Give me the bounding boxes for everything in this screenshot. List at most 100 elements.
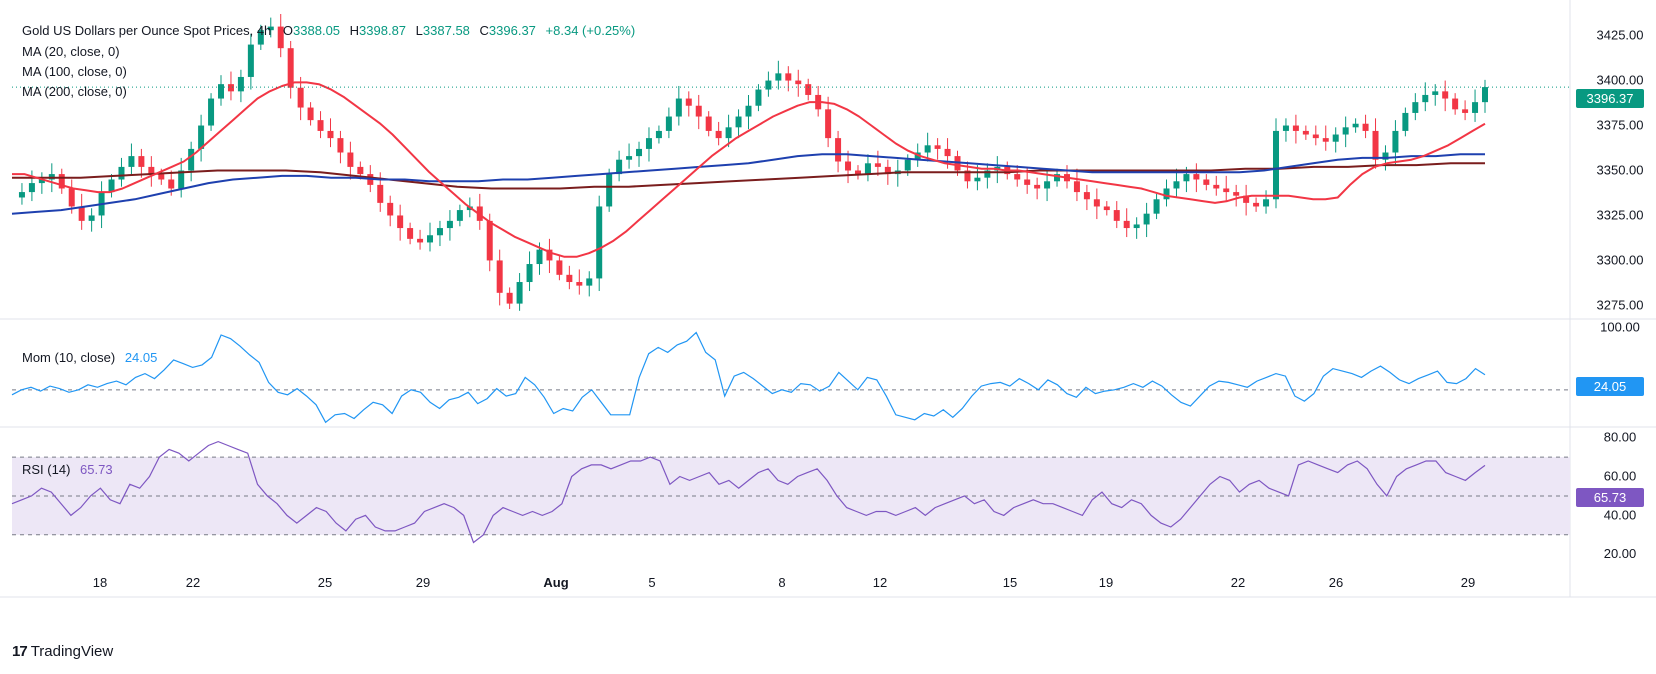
candle-body (655, 130, 662, 139)
candle-body (874, 163, 881, 167)
close-label: C (479, 23, 489, 38)
candle-body (516, 282, 523, 304)
candle-body (108, 179, 115, 193)
candle-body (964, 170, 971, 182)
candle-body (1462, 109, 1469, 113)
candle-body (1332, 134, 1339, 142)
candle-body (1452, 98, 1459, 110)
candle-body (1093, 199, 1100, 207)
candle-body (158, 174, 165, 180)
rsi-line (11, 440, 1486, 544)
high-label: H (349, 23, 360, 38)
low-label: L (415, 23, 423, 38)
candle-body (616, 159, 623, 175)
candle-body (1292, 125, 1299, 131)
candle-body (496, 260, 503, 293)
ma200-line (12, 162, 1485, 190)
candle-body (944, 148, 951, 157)
tradingview-brand[interactable]: 17 TradingView (12, 643, 113, 660)
candle-body (1243, 195, 1250, 203)
candle-body (745, 105, 752, 117)
ma20-line (12, 81, 1486, 258)
time-tick-label: 8 (778, 575, 785, 590)
tradingview-logo-icon: 17 (12, 643, 28, 660)
candle-body (1322, 138, 1329, 142)
time-tick-label: 18 (93, 575, 107, 590)
candle-body (665, 116, 672, 131)
time-tick-label: 29 (1461, 575, 1475, 590)
candle-body (735, 116, 742, 128)
candle-body (606, 174, 613, 207)
candle-body (1083, 192, 1090, 200)
candle-body (835, 138, 842, 162)
candle-body (1193, 174, 1200, 180)
candle-body (1362, 123, 1369, 131)
symbol-title[interactable]: Gold US Dollars per Ounce Spot Prices, 4… (22, 23, 272, 38)
time-tick-label: 19 (1099, 575, 1113, 590)
rsi-tick-label: 20.00 (1604, 546, 1637, 561)
candle-body (1213, 184, 1220, 189)
candle-body (795, 80, 802, 85)
ma200-legend[interactable]: MA (200, close, 0) (22, 84, 127, 99)
candle-body (267, 26, 274, 31)
candle-body (128, 156, 135, 167)
candle-body (1392, 130, 1399, 153)
candle-body (1044, 181, 1051, 189)
candle-body (287, 48, 294, 88)
candle-body (546, 249, 553, 261)
candle-body (695, 105, 702, 117)
momentum-legend[interactable]: Mom (10, close) 24.05 (22, 350, 157, 365)
ma100-legend[interactable]: MA (100, close, 0) (22, 64, 127, 79)
candle-body (1272, 130, 1279, 200)
candle-body (1203, 179, 1210, 185)
price-pane (11, 14, 1570, 311)
candle-body (1173, 181, 1180, 189)
candle-body (586, 278, 593, 286)
open-label: O (282, 23, 294, 38)
candle-body (1123, 220, 1130, 229)
price-tick-label: 3400.00 (1597, 73, 1644, 88)
candle-body (566, 274, 573, 283)
time-tick-label: 29 (416, 575, 430, 590)
candle-body (1342, 127, 1349, 135)
price-tick-label: 3300.00 (1597, 252, 1644, 267)
candle-body (436, 228, 443, 236)
time-tick-label: 15 (1003, 575, 1017, 590)
candle-body (377, 184, 384, 203)
ma20-legend[interactable]: MA (20, close, 0) (22, 44, 120, 59)
candle-body (1352, 123, 1359, 128)
rsi-value: 65.73 (80, 462, 113, 477)
price-tick-label: 3375.00 (1597, 118, 1644, 133)
candle-body (884, 166, 891, 175)
time-tick-label: 12 (873, 575, 887, 590)
price-tick-label: 3425.00 (1597, 28, 1644, 43)
candle-body (1133, 224, 1140, 229)
rsi-pane (11, 440, 1570, 544)
time-tick-label: 22 (1231, 575, 1245, 590)
price-tick-label: 3350.00 (1597, 162, 1644, 177)
candle-body (1282, 125, 1289, 131)
candle-body (1233, 192, 1240, 196)
time-tick-label: 22 (186, 575, 200, 590)
candle-body (1312, 134, 1319, 139)
candle-body (1302, 130, 1309, 135)
ma100-line (11, 153, 1485, 215)
candle-body (427, 235, 434, 243)
price-legend: Gold US Dollars per Ounce Spot Prices, 4… (22, 23, 635, 38)
candle-body (755, 89, 762, 106)
candle-body (984, 170, 991, 178)
candle-body (1014, 174, 1021, 180)
candle-body (1412, 102, 1419, 113)
candle-body (277, 26, 284, 49)
candle-body (596, 206, 603, 279)
candle-body (934, 145, 941, 149)
price-tick-label: 3275.00 (1597, 297, 1644, 312)
candle-body (715, 130, 722, 139)
candle-body (486, 220, 493, 261)
candle-body (1054, 174, 1061, 182)
candle-body (397, 215, 404, 229)
rsi-legend[interactable]: RSI (14) 65.73 (22, 462, 113, 477)
candle-body (78, 206, 85, 221)
candle-body (1024, 179, 1031, 185)
candle-body (854, 170, 861, 175)
